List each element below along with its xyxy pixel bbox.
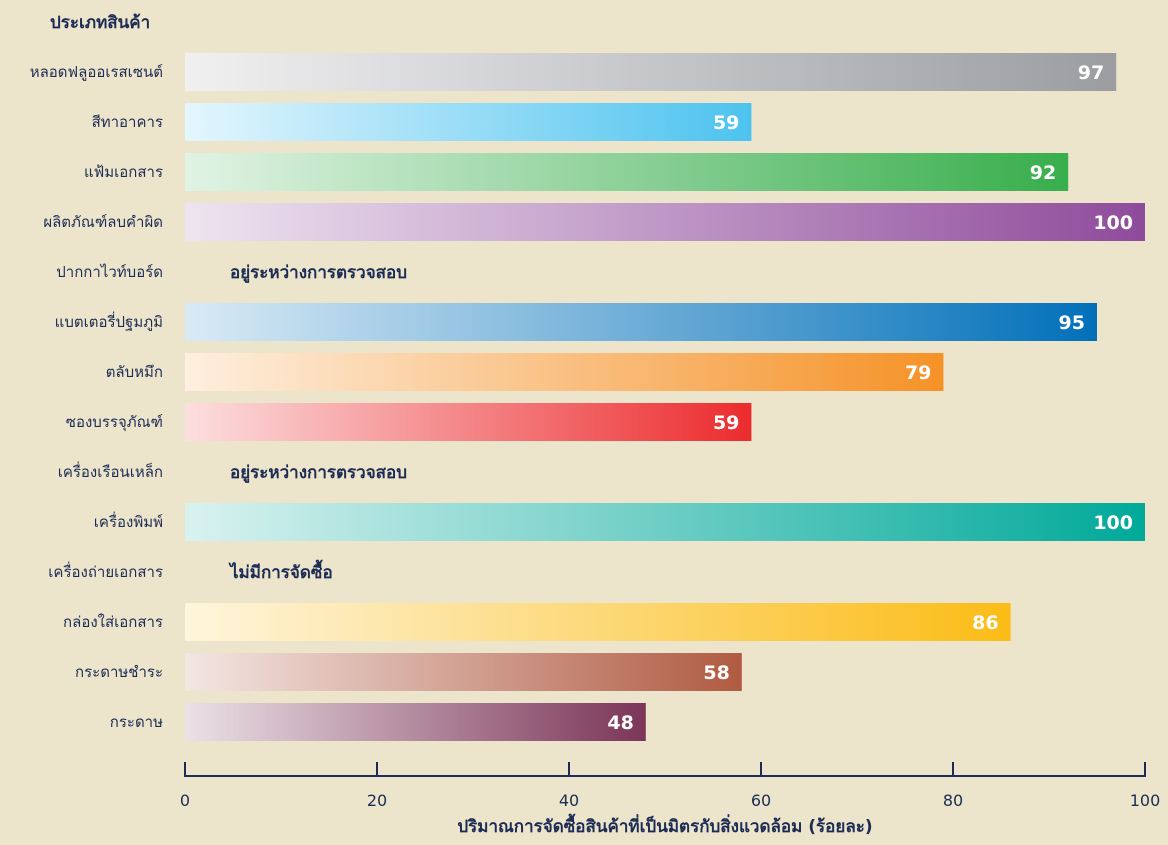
bar: [185, 403, 752, 441]
bar-row: เครื่องพิมพ์ 100: [94, 503, 1145, 541]
category-label: เครื่องเรือนเหล็ก: [58, 461, 163, 481]
bar-row: กระดาษ 48: [110, 703, 646, 741]
bar-row: ตลับหมึก 79: [106, 353, 944, 391]
bar-row: กล่องใส่เอกสาร 86: [63, 603, 1011, 641]
x-tick-label: 20: [367, 791, 387, 810]
x-tick-label: 60: [751, 791, 771, 810]
category-label: สีทาอาคาร: [92, 113, 163, 131]
category-label: กระดาษ: [110, 713, 163, 731]
bar-row: ปากกาไวท์บอร์ด อยู่ระหว่างการตรวจสอบ: [56, 263, 407, 284]
bar-value-label: 100: [1093, 212, 1133, 234]
category-label: เครื่องถ่ายเอกสาร: [48, 561, 163, 581]
bar-value-label: 95: [1059, 312, 1085, 334]
bar-row: ผลิตภัณฑ์ลบคำผิด 100: [43, 203, 1145, 241]
bar: [185, 603, 1011, 641]
bar-row: เครื่องเรือนเหล็ก อยู่ระหว่างการตรวจสอบ: [58, 461, 407, 484]
category-label: ปากกาไวท์บอร์ด: [56, 263, 163, 281]
bar-rows: หลอดฟลูออเรสเซนต์ 97 สีทาอาคาร 59 แฟ้มเอกสาร…: [30, 53, 1145, 741]
x-tick-label: 80: [943, 791, 963, 810]
bar: [185, 303, 1097, 341]
bar-value-label: 92: [1030, 162, 1056, 184]
bar: [185, 653, 742, 691]
bar-value-label: 59: [713, 412, 739, 434]
bar: [185, 703, 646, 741]
bar: [185, 503, 1145, 541]
bar-row: หลอดฟลูออเรสเซนต์ 97: [30, 53, 1117, 91]
category-label: ตลับหมึก: [106, 363, 163, 381]
category-label: เครื่องพิมพ์: [94, 511, 163, 531]
x-tick-label: 40: [559, 791, 579, 810]
x-tick-label: 0: [180, 791, 190, 810]
bar-row: ซองบรรจุภัณฑ์ 59: [66, 403, 752, 441]
bar-value-label: 59: [713, 112, 739, 134]
x-tick-label: 100: [1130, 791, 1161, 810]
bar: [185, 103, 752, 141]
category-label: ผลิตภัณฑ์ลบคำผิด: [43, 213, 163, 231]
bar-value-label: 79: [905, 362, 931, 384]
bar-row: เครื่องถ่ายเอกสาร ไม่มีการจัดซื้อ: [48, 559, 332, 583]
category-axis-title: ประเภทสินค้า: [50, 13, 150, 33]
bar: [185, 153, 1069, 191]
bar-status-text: อยู่ระหว่างการตรวจสอบ: [230, 463, 407, 484]
category-label: หลอดฟลูออเรสเซนต์: [30, 63, 163, 81]
x-axis-ticks: 0 20 40 60 80 100: [180, 762, 1160, 810]
bar-row: กระดาษชำระ 58: [75, 653, 742, 691]
bar: [185, 203, 1145, 241]
bar-row: สีทาอาคาร 59: [92, 103, 752, 141]
x-axis-title: ปริมาณการจัดซื้อสินค้าที่เป็นมิตรกับสิ่ง…: [457, 813, 872, 837]
bar-row: แฟ้มเอกสาร 92: [84, 153, 1069, 191]
category-label: ซองบรรจุภัณฑ์: [66, 413, 163, 432]
bar: [185, 53, 1117, 91]
category-label: กล่องใส่เอกสาร: [63, 613, 163, 631]
bar-row: แบตเตอรี่ปฐมภูมิ 95: [55, 303, 1097, 341]
category-label: แบตเตอรี่ปฐมภูมิ: [55, 311, 163, 331]
bar-value-label: 100: [1093, 512, 1133, 534]
bar-value-label: 48: [607, 712, 633, 734]
category-label: แฟ้มเอกสาร: [84, 163, 163, 181]
bar-value-label: 58: [703, 662, 729, 684]
bar: [185, 353, 944, 391]
category-label: กระดาษชำระ: [75, 663, 163, 681]
bar-status-text: ไม่มีการจัดซื้อ: [228, 559, 333, 583]
bar-value-label: 86: [972, 612, 998, 634]
bar-value-label: 97: [1078, 62, 1104, 84]
bar-status-text: อยู่ระหว่างการตรวจสอบ: [230, 263, 407, 284]
